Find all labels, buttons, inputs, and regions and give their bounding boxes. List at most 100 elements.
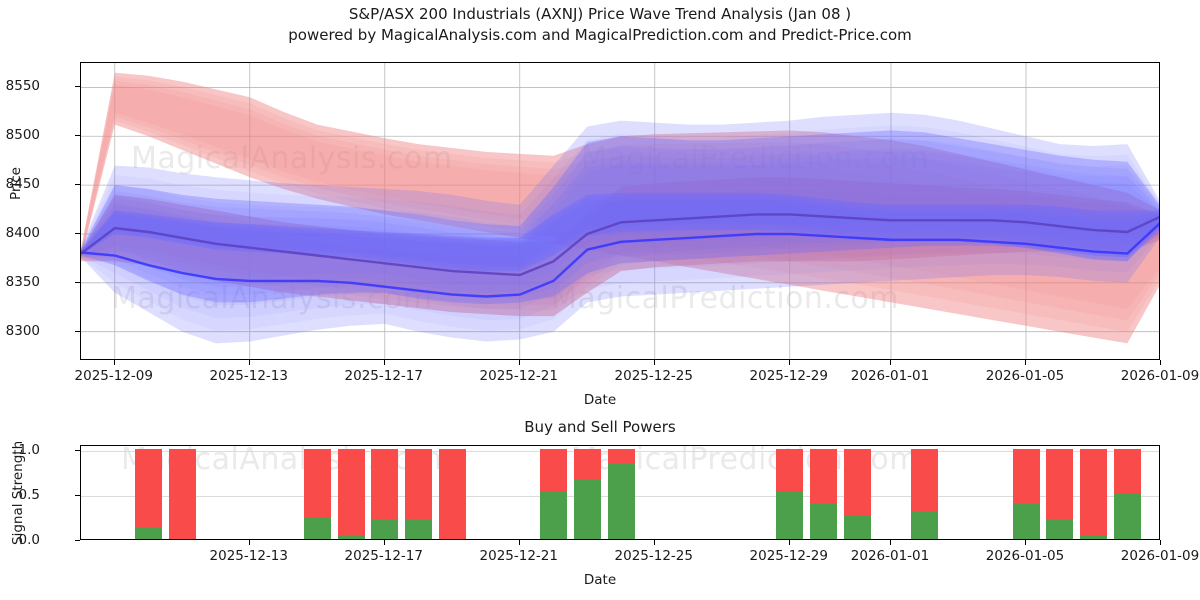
- price-y-tick-mark: [75, 135, 80, 137]
- buy-power-segment: [1113, 493, 1141, 539]
- sell-power-segment: [371, 448, 399, 520]
- price-x-axis-label: Date: [583, 392, 617, 408]
- buy-power-segment: [405, 519, 432, 539]
- price-y-tick-label: 8550: [5, 78, 40, 95]
- sell-power-segment: [843, 448, 871, 515]
- signal-bar[interactable]: [1012, 448, 1040, 539]
- sell-power-segment: [607, 448, 635, 464]
- signal-y-tick-mark: [75, 540, 80, 541]
- sell-power-segment: [135, 448, 162, 529]
- signal-bar[interactable]: [540, 448, 567, 539]
- price-y-tick-mark: [75, 232, 80, 234]
- signal-bar[interactable]: [776, 448, 804, 539]
- buy-power-segment: [776, 491, 804, 539]
- sell-power-segment: [810, 448, 837, 504]
- signal-bar[interactable]: [1046, 448, 1074, 539]
- price-x-tick-mark: [248, 360, 250, 365]
- chart-title-line2: powered by MagicalAnalysis.com and Magic…: [288, 26, 912, 44]
- signal-bar[interactable]: [168, 448, 196, 539]
- price-y-tick-label: 8450: [5, 176, 40, 193]
- buy-power-segment: [1046, 519, 1074, 539]
- signal-bar[interactable]: [135, 448, 162, 539]
- price-x-tick-mark: [383, 360, 385, 365]
- price-y-tick-mark: [75, 330, 80, 332]
- signal-bar[interactable]: [405, 448, 432, 539]
- price-y-tick-mark: [75, 281, 80, 283]
- signal-bar[interactable]: [438, 448, 466, 539]
- sell-power-segment: [168, 448, 196, 539]
- signal-chart-plot-area: MagicalAnalysis.com MagicalPrediction.co…: [80, 445, 1160, 540]
- sell-power-segment: [540, 448, 567, 492]
- buy-power-segment: [1012, 503, 1040, 539]
- signal-bar[interactable]: [911, 448, 939, 539]
- price-x-tick-mark: [518, 360, 520, 365]
- price-x-tick-label: 2025-12-17: [344, 368, 423, 384]
- signal-bar[interactable]: [337, 448, 365, 539]
- sell-power-segment: [1080, 448, 1107, 537]
- signal-x-tick-label: 2025-12-25: [614, 548, 693, 564]
- signal-bar[interactable]: [303, 448, 331, 539]
- price-chart-plot-area: MagicalAnalysis.com MagicalPrediction.co…: [80, 62, 1160, 360]
- sell-power-segment: [438, 448, 466, 539]
- signal-bar[interactable]: [843, 448, 871, 539]
- buy-power-segment: [135, 528, 162, 539]
- price-x-tick-label: 2025-12-25: [614, 368, 693, 384]
- signal-x-tick-mark: [383, 540, 385, 545]
- signal-y-tick-mark: [75, 494, 80, 496]
- buy-power-segment: [607, 463, 635, 539]
- price-x-tick-mark: [1025, 360, 1026, 365]
- signal-y-tick-label: 1.0: [18, 441, 40, 458]
- buy-power-segment: [843, 514, 871, 539]
- price-x-tick-label: 2026-01-01: [850, 368, 930, 384]
- sell-power-segment: [1046, 448, 1074, 520]
- chart-title-line1: S&P/ASX 200 Industrials (AXNJ) Price Wav…: [348, 5, 852, 23]
- signal-y-tick-mark: [75, 449, 80, 451]
- sell-power-segment: [1113, 448, 1141, 494]
- price-x-tick-mark: [788, 360, 790, 365]
- signal-bar[interactable]: [371, 448, 399, 539]
- buy-power-segment: [810, 503, 837, 539]
- price-x-tick-label: 2025-12-13: [209, 368, 288, 384]
- signal-y-tick-label: 0.0: [18, 532, 40, 548]
- price-x-tick-label: 2025-12-09: [74, 368, 153, 384]
- price-x-tick-label: 2026-01-09: [1120, 368, 1200, 384]
- signal-x-tick-mark: [890, 540, 891, 545]
- signal-bar[interactable]: [573, 448, 601, 539]
- buy-power-segment: [573, 479, 601, 539]
- sell-power-segment: [303, 448, 331, 519]
- sell-power-segment: [911, 448, 939, 511]
- signal-x-tick-label: 2025-12-13: [209, 548, 288, 564]
- price-x-tick-label: 2026-01-05: [985, 368, 1065, 384]
- buy-power-segment: [540, 491, 567, 539]
- signal-x-tick-label: 2025-12-29: [749, 548, 828, 564]
- price-wave-svg: [81, 63, 1159, 359]
- buy-power-segment: [911, 510, 939, 539]
- buy-power-segment: [337, 535, 365, 539]
- signal-x-tick-label: 2026-01-01: [850, 548, 930, 564]
- signal-x-tick-label: 2026-01-05: [985, 548, 1065, 564]
- price-x-tick-mark: [890, 360, 891, 365]
- chart-title-block: S&P/ASX 200 Industrials (AXNJ) Price Wav…: [0, 4, 1200, 46]
- buy-power-segment: [371, 519, 399, 539]
- sell-power-segment: [776, 448, 804, 492]
- price-y-tick-mark: [75, 86, 80, 88]
- signal-x-tick-mark: [1025, 540, 1026, 545]
- signal-x-tick-mark: [1160, 540, 1161, 545]
- signal-bar[interactable]: [1080, 448, 1107, 539]
- price-x-tick-label: 2025-12-29: [749, 368, 828, 384]
- signal-x-tick-mark: [788, 540, 790, 545]
- signal-bar[interactable]: [810, 448, 837, 539]
- signal-bar[interactable]: [1113, 448, 1141, 539]
- price-y-tick-mark: [75, 184, 80, 186]
- signal-chart-title: Buy and Sell Powers: [524, 418, 676, 436]
- price-y-tick-label: 8500: [5, 127, 40, 144]
- signal-x-tick-mark: [518, 540, 520, 545]
- signal-x-axis-label: Date: [583, 572, 617, 588]
- buy-power-segment: [1080, 536, 1107, 539]
- signal-bar[interactable]: [607, 448, 635, 539]
- price-y-tick-label: 8300: [5, 322, 40, 339]
- sell-power-segment: [573, 448, 601, 480]
- sell-power-segment: [337, 448, 365, 536]
- signal-x-tick-label: 2026-01-09: [1120, 548, 1200, 564]
- signal-x-tick-mark: [248, 540, 250, 545]
